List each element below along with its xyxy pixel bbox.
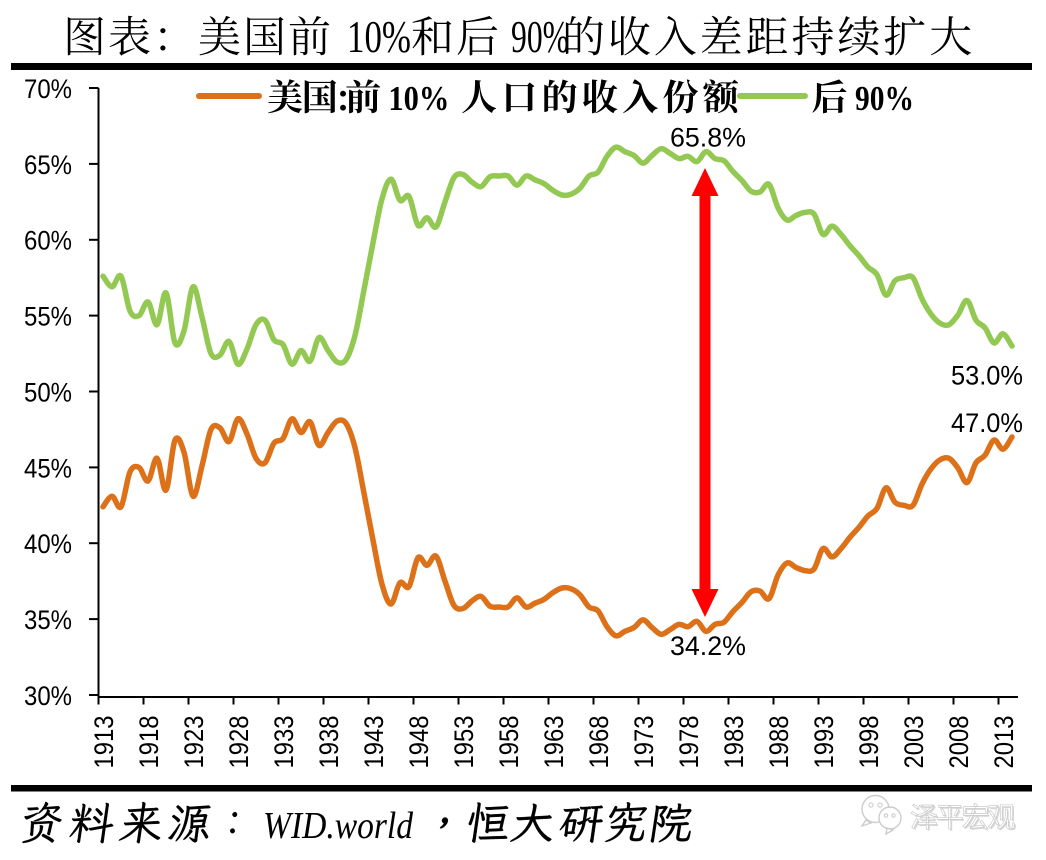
- svg-text:70%: 70%: [24, 74, 72, 104]
- svg-text:1998: 1998: [854, 716, 884, 769]
- svg-text:1923: 1923: [179, 716, 209, 769]
- svg-text:47.0%: 47.0%: [951, 408, 1023, 438]
- svg-text:60%: 60%: [24, 226, 72, 256]
- svg-text:2008: 2008: [944, 716, 974, 769]
- svg-text:1938: 1938: [314, 716, 344, 769]
- svg-text:1973: 1973: [629, 716, 659, 769]
- svg-text:65.8%: 65.8%: [670, 123, 746, 153]
- svg-text:1958: 1958: [494, 716, 524, 769]
- svg-text:34.2%: 34.2%: [670, 631, 746, 661]
- svg-text:1953: 1953: [449, 716, 479, 769]
- svg-text:2013: 2013: [989, 716, 1019, 769]
- svg-text:1978: 1978: [674, 716, 704, 769]
- svg-text:90%: 90%: [855, 79, 914, 118]
- svg-text:35%: 35%: [24, 605, 72, 635]
- svg-text:1913: 1913: [89, 716, 119, 769]
- svg-text:45%: 45%: [24, 453, 72, 483]
- svg-text:50%: 50%: [24, 377, 72, 407]
- svg-text:30%: 30%: [24, 681, 72, 711]
- svg-text:WID.world: WID.world: [263, 805, 414, 847]
- svg-text:1918: 1918: [134, 716, 164, 769]
- svg-text:10%: 10%: [388, 79, 449, 118]
- svg-text:1933: 1933: [269, 716, 299, 769]
- svg-text:65%: 65%: [24, 150, 72, 180]
- svg-text:1993: 1993: [809, 716, 839, 769]
- svg-text:2003: 2003: [899, 716, 929, 769]
- svg-text:90%: 90%: [511, 12, 569, 62]
- svg-text:1983: 1983: [719, 716, 749, 769]
- svg-text:1968: 1968: [584, 716, 614, 769]
- svg-text:1963: 1963: [539, 716, 569, 769]
- svg-text:40%: 40%: [24, 529, 72, 559]
- svg-text:1928: 1928: [224, 716, 254, 769]
- svg-text:55%: 55%: [24, 302, 72, 332]
- svg-text:53.0%: 53.0%: [951, 361, 1023, 391]
- svg-text:10%: 10%: [347, 12, 411, 62]
- svg-text:1943: 1943: [359, 716, 389, 769]
- svg-text:1948: 1948: [404, 716, 434, 769]
- svg-text:1988: 1988: [764, 716, 794, 769]
